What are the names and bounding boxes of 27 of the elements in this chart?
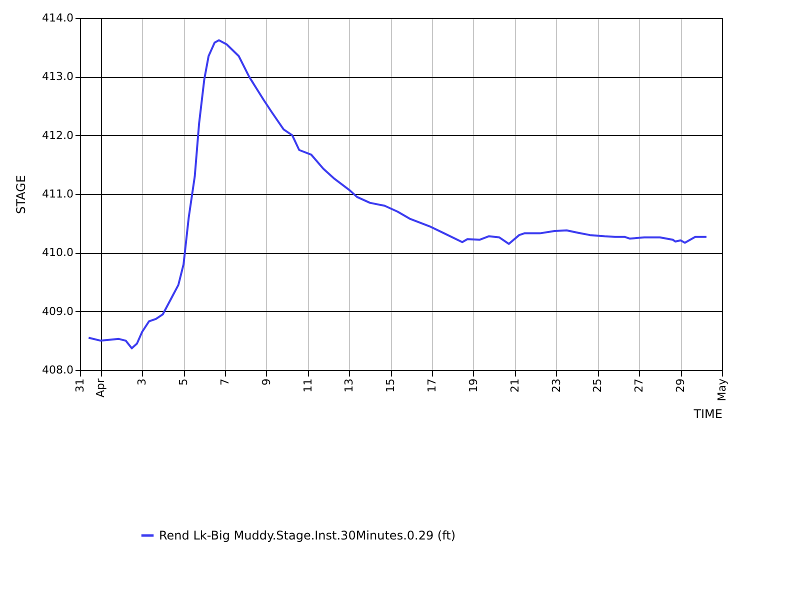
x-tick-label: 23: [550, 378, 563, 392]
x-tick-label: 29: [674, 378, 688, 392]
y-axis-title: STAGE: [14, 175, 28, 214]
x-tick-label: 15: [384, 378, 398, 392]
x-tick-label: 7: [218, 378, 232, 386]
y-tick-label: 413.0: [42, 70, 74, 84]
y-tick-label: 411.0: [42, 188, 74, 200]
x-tick-label: May: [716, 378, 728, 402]
y-tick-label: 414.0: [42, 12, 74, 24]
y-tick-label: 410.0: [42, 246, 74, 260]
y-tick-label: 408.0: [42, 364, 74, 376]
y-tick-label: 409.0: [42, 304, 74, 318]
x-tick-label: 27: [632, 378, 646, 392]
x-tick-label: 9: [260, 378, 273, 386]
x-tick-label: 3: [136, 378, 149, 386]
x-tick-label: Apr: [94, 378, 108, 398]
y-tick-label: 412.0: [42, 128, 74, 142]
x-tick-label: 21: [508, 378, 522, 392]
x-tick-label: 19: [466, 378, 480, 392]
x-tick-label: 25: [591, 378, 604, 392]
x-tick-label: 5: [177, 378, 190, 386]
x-tick-label: 31: [74, 378, 86, 392]
x-tick-label: 11: [301, 378, 314, 392]
x-tick-label: 13: [342, 378, 356, 392]
legend-label: Rend Lk-Big Muddy.Stage.Inst.30Minutes.0.29 (ft): [159, 528, 456, 542]
x-axis-title: TIME: [692, 407, 722, 422]
x-tick-label: 17: [426, 378, 439, 392]
